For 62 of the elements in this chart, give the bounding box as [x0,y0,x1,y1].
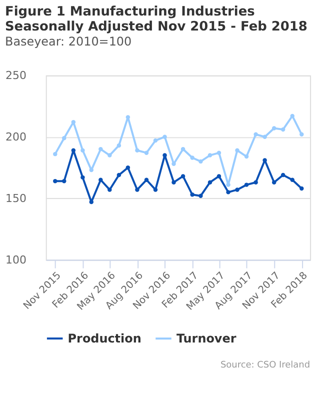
point [244,154,249,159]
point [198,194,203,198]
y-tick-label: 200 [6,130,26,144]
point [300,132,304,137]
point [172,162,176,166]
chart-title: Figure 1 Manufacturing Industries Seasonally Adjusted Nov 2015 - Feb 2018 [4,4,308,35]
point [226,182,230,187]
point [180,174,186,178]
legend-label: Turnover [176,332,236,346]
point [53,179,58,184]
point [135,188,140,192]
point [300,186,304,191]
point [116,143,122,148]
point [126,165,130,170]
point [290,114,294,118]
point [108,188,112,192]
point [162,153,167,158]
y-tick-label: 250 [6,68,26,82]
point [153,138,158,143]
point [280,172,286,178]
point [254,180,258,184]
point [53,152,58,156]
point [235,148,240,152]
point [153,188,158,192]
point [135,148,140,152]
point [126,115,130,120]
point [162,134,167,139]
point [244,182,249,187]
point [71,148,76,152]
point [198,159,203,164]
point [235,188,240,192]
y-tick-label: 150 [6,192,26,205]
y-tick-label: 100 [6,253,26,266]
chart-subtitle: Baseyear: 2010=100 [4,34,132,48]
point [216,174,222,178]
point [226,190,230,194]
point [98,147,103,152]
point [254,132,258,137]
legend-label: Production [68,332,142,346]
point [144,150,149,155]
point [108,153,112,158]
point [144,178,149,182]
point [216,150,222,155]
point [180,147,186,152]
source-note: Source: CSO Ireland [220,360,310,370]
point [116,172,122,178]
point [62,179,66,184]
point [290,178,294,182]
point [262,134,267,139]
point [190,156,194,160]
point [280,127,286,132]
point [98,178,103,182]
point [262,158,267,162]
point [208,180,212,184]
point [190,192,194,197]
point [80,175,85,180]
point [172,180,176,184]
point [208,153,212,158]
point [80,148,85,152]
point [62,136,66,140]
point [272,180,276,184]
point [272,126,276,130]
